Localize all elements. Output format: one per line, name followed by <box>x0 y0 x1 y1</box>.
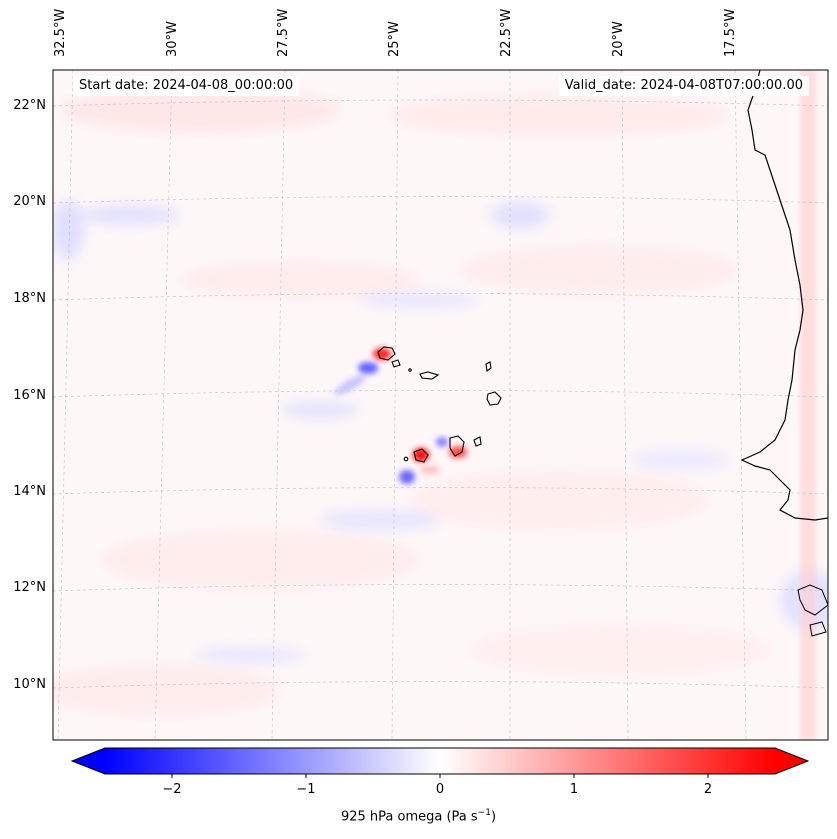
colorbar <box>70 747 810 778</box>
valid-date-label: Valid_date: 2024-04-08T07:00:00.00 <box>558 76 809 96</box>
lon-label: 22.5°W <box>499 8 514 57</box>
lat-label: 18°N <box>13 291 46 306</box>
start-date-label: Start date: 2024-04-08_00:00:00 <box>73 76 300 96</box>
colorbar-tick: 2 <box>703 782 713 797</box>
map-frame <box>52 69 829 741</box>
lon-label: 32.5°W <box>53 8 68 57</box>
graticule <box>53 70 828 740</box>
lon-label: 17.5°W <box>723 8 738 57</box>
lat-label: 16°N <box>13 388 46 403</box>
lon-label: 27.5°W <box>276 8 291 57</box>
lat-label: 22°N <box>13 98 46 113</box>
colorbar-tick: 1 <box>569 782 579 797</box>
lat-label: 12°N <box>13 580 46 595</box>
africa-coastline <box>740 70 828 521</box>
colorbar-tick: −1 <box>296 782 316 797</box>
colorbar-tick: 0 <box>435 782 445 797</box>
omega-field <box>53 70 828 740</box>
lon-label: 20°W <box>611 21 626 57</box>
lat-label: 20°N <box>13 194 46 209</box>
colorbar-title: 925 hPa omega (Pa s−1) <box>340 808 497 825</box>
lat-label: 10°N <box>13 677 46 692</box>
cape-verde-islands <box>377 346 502 463</box>
lon-label: 30°W <box>165 21 180 57</box>
lon-label: 25°W <box>387 21 402 57</box>
lat-label: 14°N <box>13 484 46 499</box>
colorbar-tick: −2 <box>162 782 182 797</box>
